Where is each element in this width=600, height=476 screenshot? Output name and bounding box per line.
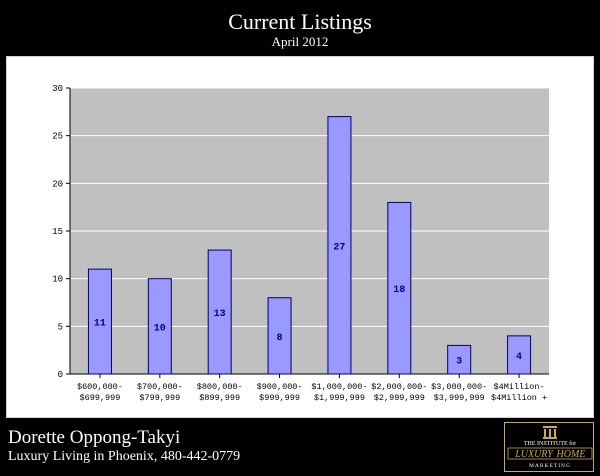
x-tick-label: $1,999,999 [314, 393, 365, 403]
chart-subtitle: April 2012 [271, 34, 329, 49]
agent-name: Dorette Oppong-Takyi [8, 427, 181, 448]
x-tick-label: $799,999 [139, 393, 180, 403]
x-tick-label: $800,000- [197, 382, 243, 392]
logo-main-right: HOME [556, 449, 586, 460]
x-tick-label: $699,999 [80, 393, 121, 403]
bar-value-label: 18 [393, 285, 405, 296]
x-tick-label: $3,999,999 [434, 393, 485, 403]
y-tick-label: 10 [52, 275, 63, 285]
x-tick-label: $4Million + [491, 393, 547, 403]
x-tick-label: $899,999 [199, 393, 240, 403]
y-tick-label: 5 [58, 322, 63, 332]
x-tick-label: $4Million- [494, 382, 545, 392]
x-tick-label: $3,000,000- [431, 382, 487, 392]
x-tick-label: $2,999,999 [374, 393, 425, 403]
logo-bottom-text: MARKETING [529, 463, 571, 469]
bar-value-label: 27 [333, 242, 345, 253]
bar-chart: 0 5 10 15 20 25 30 11 $600,000-$699,999 10 $700,00… [52, 84, 549, 403]
x-tick-label: $900,000- [257, 382, 303, 392]
logo-top-text: THE INSTITUTE for [524, 440, 576, 447]
logo-main-left: LUXURY [514, 449, 554, 460]
y-tick-label: 30 [52, 84, 63, 94]
x-tick-label: $2,000,000- [371, 382, 427, 392]
x-tick-label: $999,999 [259, 393, 300, 403]
bar-value-label: 13 [214, 309, 226, 320]
x-tick-label: $1,000,000- [311, 382, 367, 392]
institute-logo: THE INSTITUTE for LUXURY HOME MARKETING [504, 422, 594, 472]
x-tick-label: $600,000- [77, 382, 123, 392]
bar-value-label: 10 [154, 323, 166, 334]
y-tick-label: 20 [52, 179, 63, 189]
bar-value-label: 3 [456, 357, 462, 368]
chart-title: Current Listings [228, 9, 372, 34]
bar-value-label: 4 [516, 352, 522, 363]
columns-icon [543, 426, 557, 439]
x-tick-label: $700,000- [137, 382, 183, 392]
bar-value-label: 8 [277, 333, 283, 344]
y-tick-label: 0 [58, 370, 63, 380]
agent-tagline: Luxury Living in Phoenix, 480-442-0779 [8, 449, 241, 464]
chart-panel: 0 5 10 15 20 25 30 11 $600,000- $699,999 10 $700,00… [6, 56, 594, 418]
bar-value-label: 11 [94, 319, 106, 330]
y-tick-label: 25 [52, 132, 63, 142]
y-tick-label: 15 [52, 227, 63, 237]
